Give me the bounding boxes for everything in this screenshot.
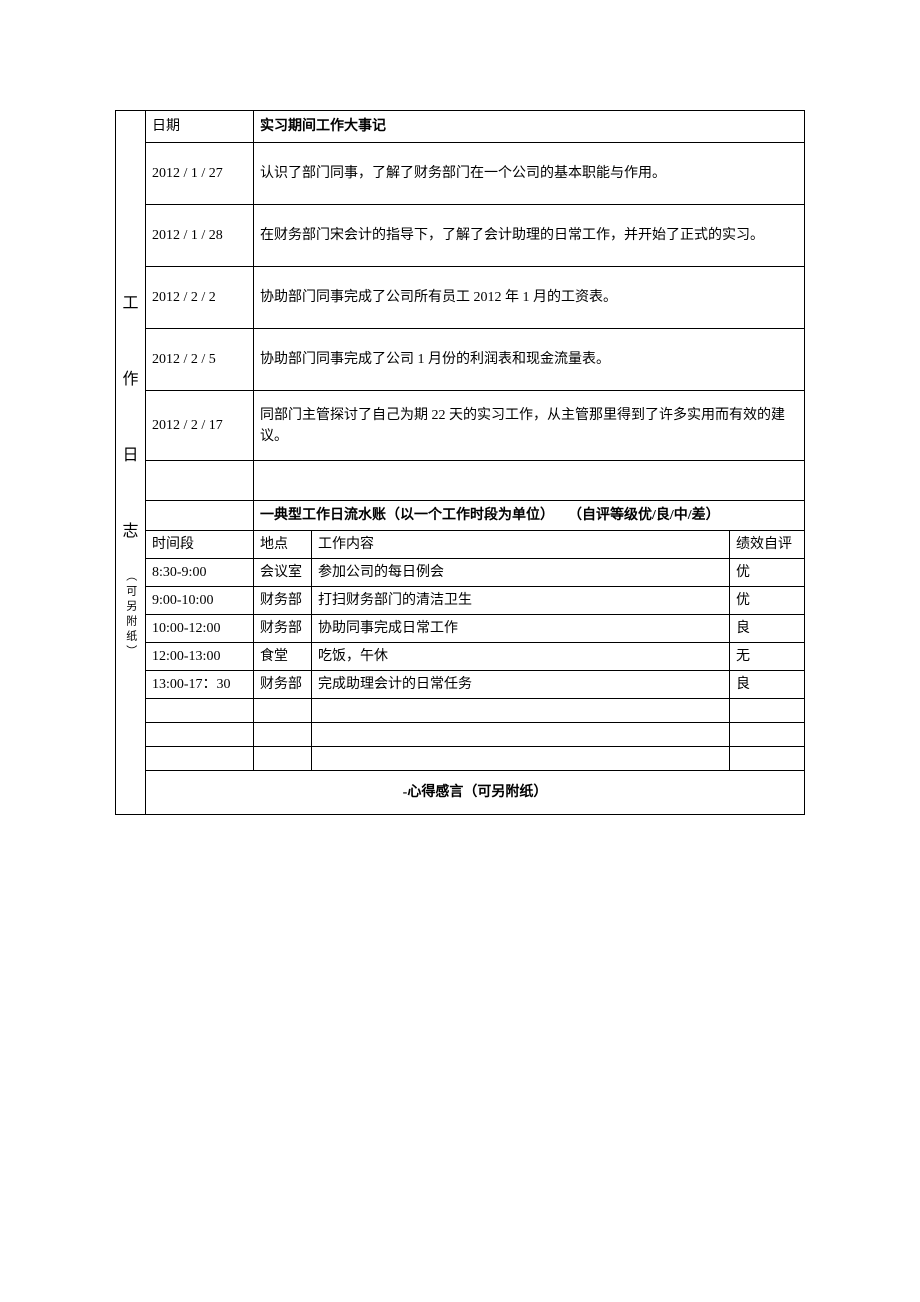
schedule-time: 8:30-9:00 xyxy=(146,559,254,587)
event-text: 在财务部门宋会计的指导下，了解了会计助理的日常工作，并开始了正式的实习。 xyxy=(254,205,805,267)
footer-text: -心得感言（可另附纸） xyxy=(146,771,805,815)
work-log-table: 工 作 日 志 （可另附纸） 日期 实习期间工作大事记 2012 / 1 / 2… xyxy=(115,110,805,815)
event-row-blank xyxy=(116,461,805,501)
schedule-col-location: 地点 xyxy=(254,531,312,559)
schedule-rating: 良 xyxy=(729,671,804,699)
schedule-content: 参加公司的每日例会 xyxy=(312,559,730,587)
schedule-blank-left xyxy=(146,501,254,531)
event-date: 2012 / 2 / 17 xyxy=(146,391,254,461)
side-char-4: 志 xyxy=(122,520,138,544)
schedule-row xyxy=(116,747,805,771)
schedule-row: 8:30-9:00 会议室 参加公司的每日例会 优 xyxy=(116,559,805,587)
schedule-section-header: 一典型工作日流水账（以一个工作时段为单位） （自评等级优/良/中/差） xyxy=(254,501,805,531)
side-char-2: 作 xyxy=(122,368,138,392)
schedule-content xyxy=(312,723,730,747)
schedule-row: 9:00-10:00 财务部 打扫财务部门的清洁卫生 优 xyxy=(116,587,805,615)
footer-row: -心得感言（可另附纸） xyxy=(116,771,805,815)
schedule-location xyxy=(254,723,312,747)
schedule-row: 12:00-13:00 食堂 吃饭，午休 无 xyxy=(116,643,805,671)
schedule-time xyxy=(146,699,254,723)
schedule-content: 协助同事完成日常工作 xyxy=(312,615,730,643)
schedule-location: 会议室 xyxy=(254,559,312,587)
schedule-content: 完成助理会计的日常任务 xyxy=(312,671,730,699)
event-row: 2012 / 2 / 17 同部门主管探讨了自己为期 22 天的实习工作，从主管… xyxy=(116,391,805,461)
event-text: 同部门主管探讨了自己为期 22 天的实习工作，从主管那里得到了许多实用而有效的建… xyxy=(254,391,805,461)
side-label-cell: 工 作 日 志 （可另附纸） xyxy=(116,111,146,815)
event-date: 2012 / 1 / 27 xyxy=(146,143,254,205)
schedule-rating: 优 xyxy=(729,587,804,615)
schedule-row xyxy=(116,723,805,747)
event-text-blank xyxy=(254,461,805,501)
schedule-rating xyxy=(729,699,804,723)
side-char-3: 日 xyxy=(122,444,138,468)
schedule-content: 打扫财务部门的清洁卫生 xyxy=(312,587,730,615)
schedule-location xyxy=(254,699,312,723)
schedule-rating xyxy=(729,747,804,771)
schedule-time: 10:00-12:00 xyxy=(146,615,254,643)
event-row: 2012 / 2 / 2 协助部门同事完成了公司所有员工 2012 年 1 月的… xyxy=(116,267,805,329)
schedule-time: 13:00-17：30 xyxy=(146,671,254,699)
side-char-1: 工 xyxy=(122,292,138,316)
schedule-rating: 良 xyxy=(729,615,804,643)
schedule-time xyxy=(146,747,254,771)
schedule-row: 10:00-12:00 财务部 协助同事完成日常工作 良 xyxy=(116,615,805,643)
event-text: 认识了部门同事，了解了财务部门在一个公司的基本职能与作用。 xyxy=(254,143,805,205)
side-note: （可另附纸） xyxy=(122,570,139,660)
schedule-rating xyxy=(729,723,804,747)
event-date: 2012 / 2 / 2 xyxy=(146,267,254,329)
schedule-location: 财务部 xyxy=(254,615,312,643)
side-label-inner: 工 作 日 志 （可另附纸） xyxy=(120,111,141,814)
schedule-location xyxy=(254,747,312,771)
schedule-content xyxy=(312,699,730,723)
event-row: 2012 / 1 / 28 在财务部门宋会计的指导下，了解了会计助理的日常工作，… xyxy=(116,205,805,267)
events-main-header: 实习期间工作大事记 xyxy=(254,111,805,143)
schedule-section-header-row: 一典型工作日流水账（以一个工作时段为单位） （自评等级优/良/中/差） xyxy=(116,501,805,531)
schedule-content xyxy=(312,747,730,771)
events-date-header: 日期 xyxy=(146,111,254,143)
schedule-rating: 无 xyxy=(729,643,804,671)
event-date: 2012 / 1 / 28 xyxy=(146,205,254,267)
schedule-location: 财务部 xyxy=(254,587,312,615)
schedule-time: 12:00-13:00 xyxy=(146,643,254,671)
schedule-columns-row: 时间段 地点 工作内容 绩效自评 xyxy=(116,531,805,559)
schedule-time xyxy=(146,723,254,747)
schedule-col-content: 工作内容 xyxy=(312,531,730,559)
event-text: 协助部门同事完成了公司所有员工 2012 年 1 月的工资表。 xyxy=(254,267,805,329)
event-row: 2012 / 2 / 5 协助部门同事完成了公司 1 月份的利润表和现金流量表。 xyxy=(116,329,805,391)
schedule-time: 9:00-10:00 xyxy=(146,587,254,615)
schedule-row xyxy=(116,699,805,723)
schedule-col-time: 时间段 xyxy=(146,531,254,559)
event-date: 2012 / 2 / 5 xyxy=(146,329,254,391)
schedule-content: 吃饭，午休 xyxy=(312,643,730,671)
schedule-rating: 优 xyxy=(729,559,804,587)
events-header-row: 工 作 日 志 （可另附纸） 日期 实习期间工作大事记 xyxy=(116,111,805,143)
schedule-location: 食堂 xyxy=(254,643,312,671)
event-date-blank xyxy=(146,461,254,501)
schedule-col-rating: 绩效自评 xyxy=(729,531,804,559)
schedule-row: 13:00-17：30 财务部 完成助理会计的日常任务 良 xyxy=(116,671,805,699)
schedule-location: 财务部 xyxy=(254,671,312,699)
event-row: 2012 / 1 / 27 认识了部门同事，了解了财务部门在一个公司的基本职能与… xyxy=(116,143,805,205)
event-text: 协助部门同事完成了公司 1 月份的利润表和现金流量表。 xyxy=(254,329,805,391)
